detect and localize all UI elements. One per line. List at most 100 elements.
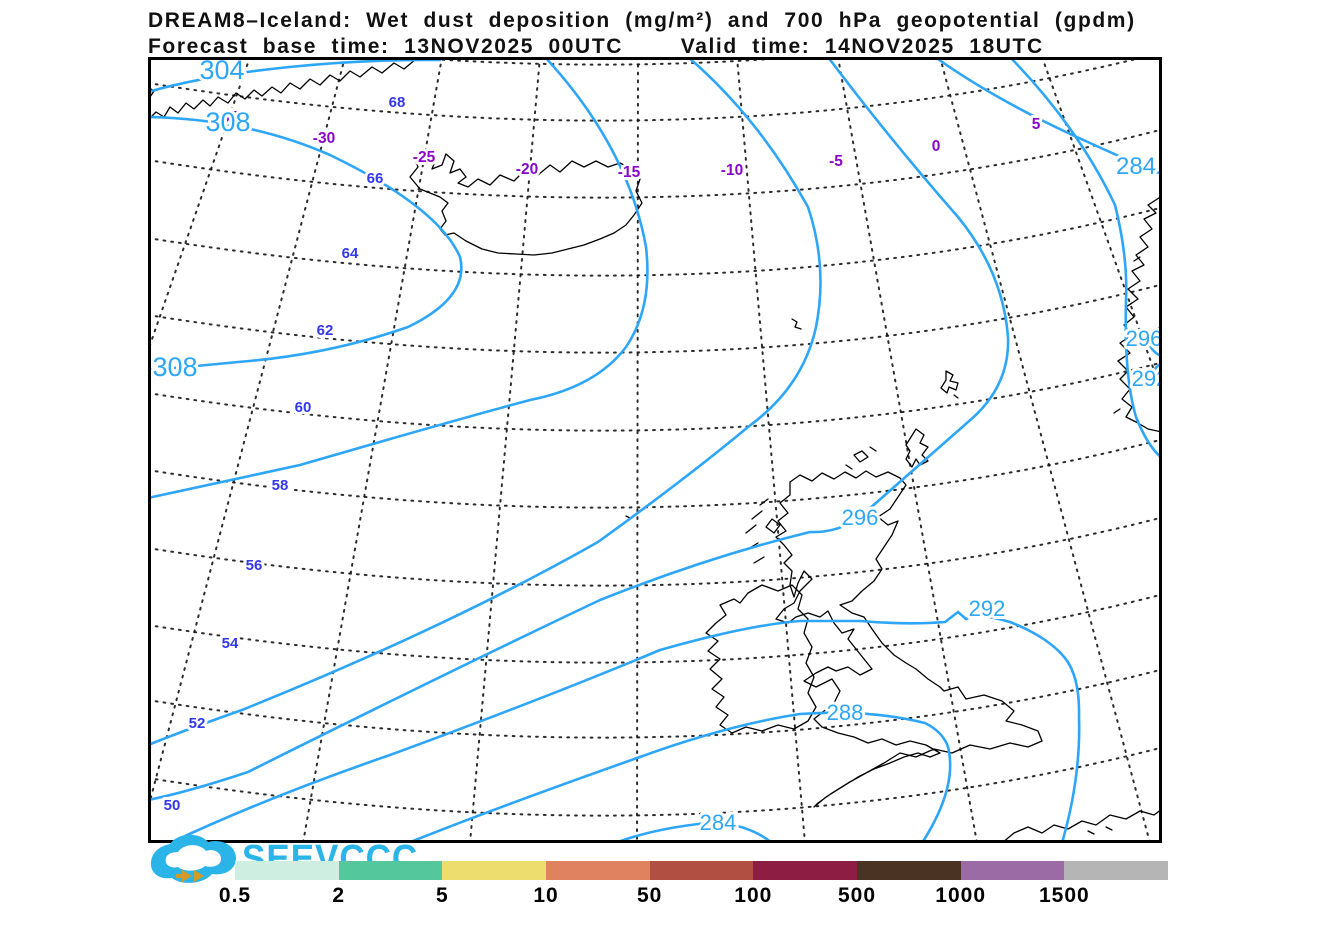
coastline [753, 556, 765, 564]
latitude-line [148, 594, 1161, 664]
colorbar-tick-label: 1500 [1038, 884, 1090, 907]
longitude-label: -25 [413, 149, 436, 166]
latitude-line [148, 439, 1161, 509]
map-title: DREAM8–Iceland: Wet dust deposition (mg/… [148, 9, 1136, 32]
geopotential-label: 284 [1116, 153, 1156, 180]
longitude-line [636, 57, 639, 843]
colorbar-segment [235, 861, 339, 880]
longitude-label: 0 [932, 138, 941, 155]
geopotential-label: 284 [700, 810, 737, 835]
coastline [1133, 256, 1141, 262]
longitude-line [939, 57, 1151, 843]
coastline [845, 464, 853, 470]
latitude-line [148, 517, 1161, 587]
geopotential-label: 292 [969, 596, 1006, 621]
longitude-line [837, 57, 978, 843]
coastline [765, 518, 781, 534]
colorbar-tick-label: 50 [636, 884, 663, 907]
coastline [853, 450, 869, 463]
latitude-label: 58 [272, 477, 289, 494]
coastline [1087, 830, 1095, 835]
longitude-label: 5 [1032, 116, 1041, 133]
colorbar-segment [960, 861, 1065, 880]
latitude-line [390, 57, 809, 66]
coastline [148, 57, 431, 121]
latitude-label: 68 [389, 94, 406, 111]
cloud-logo-icon [150, 834, 236, 883]
coastline [1117, 195, 1162, 433]
colorbar-tick-label: 500 [837, 884, 877, 907]
latitude-label: 54 [222, 635, 239, 652]
coastline [1113, 408, 1121, 414]
geopotential-contour-line [406, 711, 952, 843]
colorbar-segment [753, 861, 857, 880]
longitude-line [469, 57, 541, 843]
latitude-label: 56 [246, 557, 263, 574]
geopotential-contour-line [1151, 361, 1162, 391]
geopotential-contour-line [1147, 325, 1162, 358]
latitude-label: 60 [295, 399, 312, 416]
coastline [1117, 356, 1125, 362]
geopotential-contour-line [933, 57, 1162, 176]
map-border [148, 57, 1162, 843]
colorbar-tick-label: 2 [332, 884, 345, 907]
geopotential-label: 288 [827, 700, 864, 725]
geopotential-label: 296 [842, 505, 879, 530]
coastline [409, 151, 643, 256]
colorbar-tick-label: 100 [734, 884, 773, 907]
coastline [791, 318, 802, 330]
geopotential-contour-line [148, 57, 822, 747]
coastlines [148, 57, 1162, 843]
latitude-label: 64 [342, 245, 359, 262]
longitude-label: -20 [516, 161, 538, 178]
map-subtitle: Forecast base time: 13NOV2025 00UTC Vali… [148, 35, 1044, 58]
geopotential-contour-line [613, 820, 774, 843]
deposition-colorbar [235, 861, 1168, 880]
longitude-label: -15 [618, 164, 641, 181]
geopotential-contour-line [1008, 57, 1162, 460]
coastline [953, 394, 959, 399]
map-area: 68 66 64 62 60 58 56 54 52 50 -35 -30 -25 -20 -15 -10 -5… [148, 57, 1162, 843]
latitude-line [148, 362, 1161, 432]
latitude-label: 66 [367, 170, 384, 187]
colorbar-tick-label: 10 [533, 884, 559, 907]
longitude-label: -10 [721, 162, 743, 179]
latitude-label: 62 [317, 322, 334, 339]
colorbar-segment [545, 861, 650, 880]
latitude-line [148, 129, 1161, 199]
contour-labels: 304 308 308 296 292 288 284 284 296 292 [149, 57, 1162, 838]
colorbar-segment [1064, 861, 1168, 880]
coastline [705, 584, 817, 734]
coastline [940, 370, 959, 394]
colorbar-tick-label: 0.5 [218, 884, 252, 907]
colorbar-tick-label: 1000 [935, 884, 987, 907]
colorbar-segment [442, 861, 546, 880]
colorbar-labels: 0.5 2 5 10 50 100 500 1000 1500 [219, 884, 1215, 914]
longitude-label: -5 [829, 153, 843, 170]
coastline [775, 470, 1043, 808]
latitude-line [148, 57, 1149, 122]
geopotential-label: 308 [205, 107, 250, 137]
coastline [751, 510, 763, 520]
longitude-line [148, 57, 346, 813]
geopotential-contour-line [148, 58, 442, 94]
latitude-line [148, 207, 1161, 277]
longitude-label: -30 [313, 130, 335, 147]
colorbar-tick-label: 5 [435, 884, 449, 907]
latitude-line [148, 747, 1161, 817]
coastline [1105, 826, 1113, 831]
title-block: DREAM8–Iceland: Wet dust deposition (mg/… [148, 8, 1323, 60]
latitude-label: 50 [164, 797, 181, 814]
coastline [759, 498, 769, 506]
geopotential-label: 296 [1126, 326, 1162, 351]
colorbar-segment [338, 861, 443, 880]
geopotential-contour-line [148, 115, 463, 372]
graticule-lines [148, 57, 1162, 843]
coastline [745, 524, 757, 534]
colorbar-segment [649, 861, 754, 880]
coastline [1001, 808, 1162, 843]
geopotential-label: 292 [1132, 366, 1162, 391]
